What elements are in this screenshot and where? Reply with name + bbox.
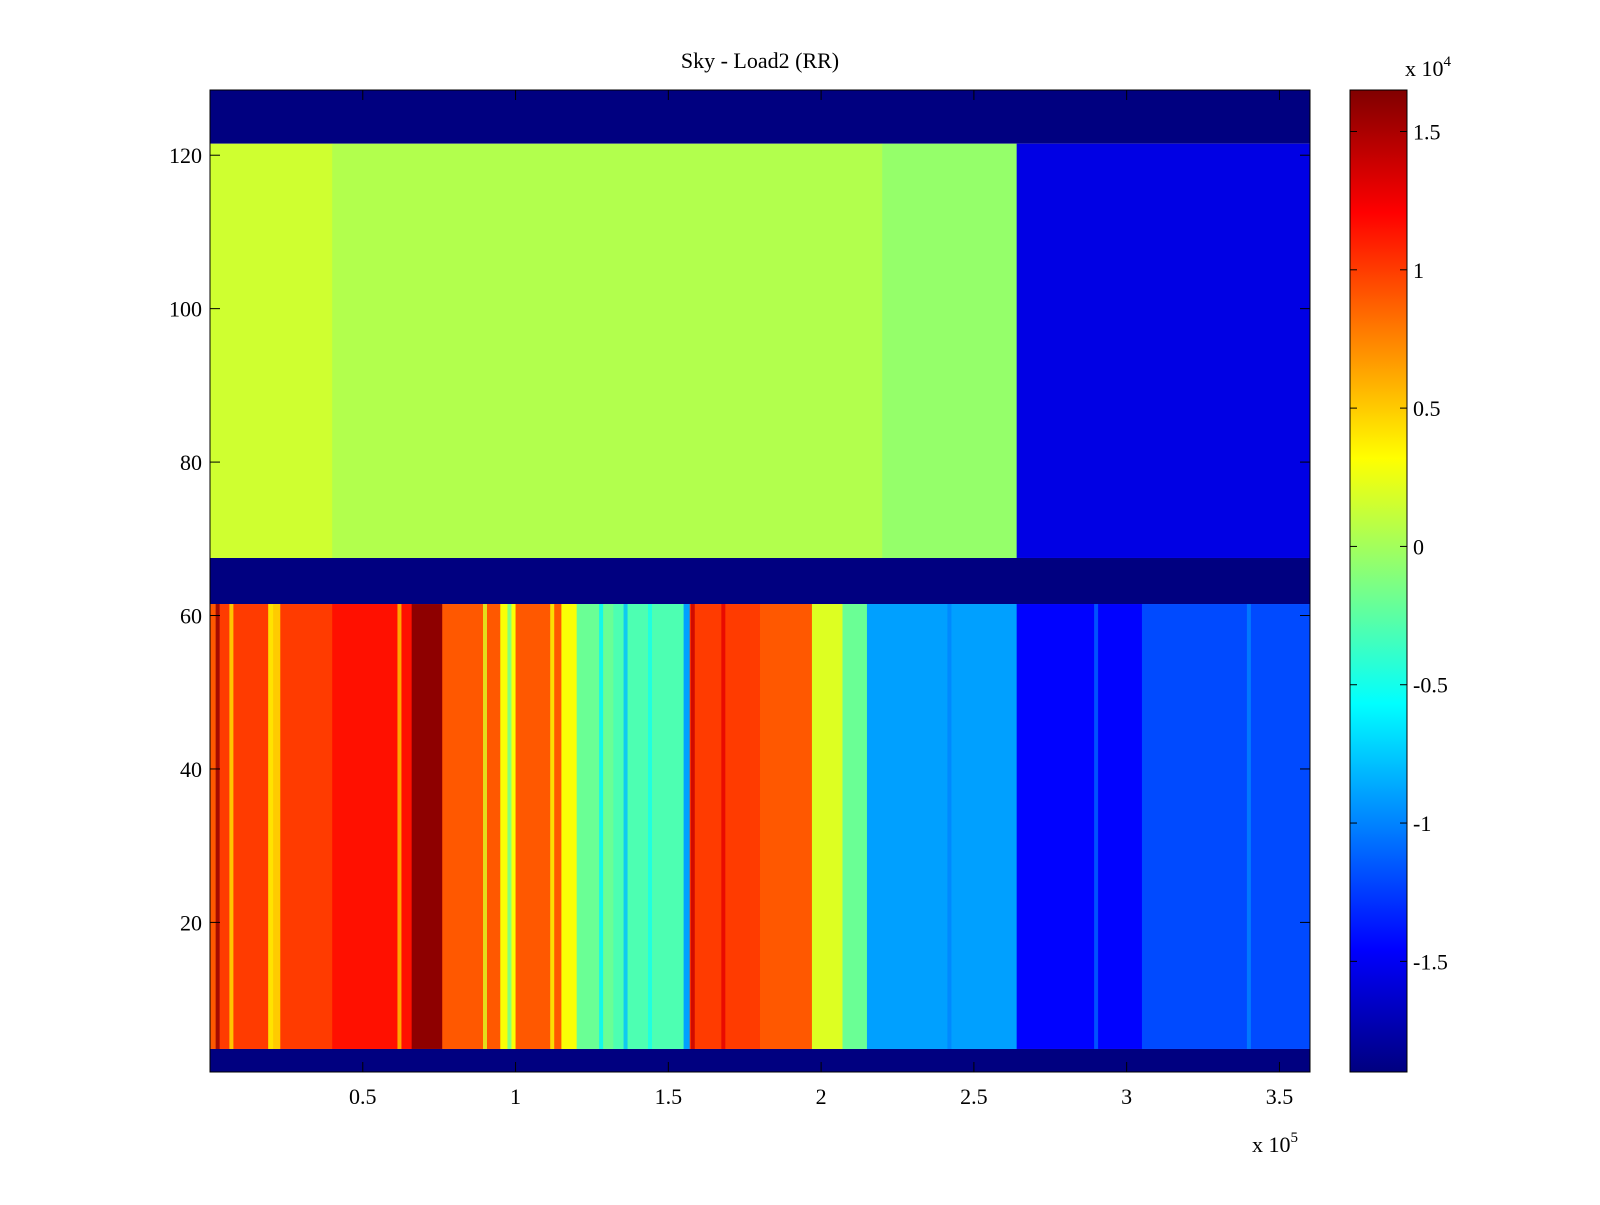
colorbar-tick-label: -1.5 — [1413, 949, 1448, 974]
y-axis-ticks: 20 40 60 80 100 120 — [169, 143, 1310, 935]
heatmap-stripe — [483, 604, 487, 1049]
heatmap-stripe — [623, 604, 628, 1049]
x-axis-ticks: 0.5 1 1.5 2 2.5 3 3.5 — [349, 90, 1293, 1109]
heatmap-cell — [280, 604, 333, 1049]
heatmap-cell — [561, 604, 578, 1049]
x-axis-multiplier: x 105 — [1252, 1130, 1298, 1157]
heatmap-stripe — [229, 604, 234, 1049]
heatmap-cell — [332, 143, 883, 558]
plot-area: 0.5 1 1.5 2 2.5 3 3.5 20 40 60 80 100 120 x 105 — [169, 89, 1311, 1157]
heatmap-stripe — [1094, 604, 1099, 1049]
y-tick-label: 40 — [180, 757, 202, 782]
heatmap-stripe — [397, 604, 402, 1049]
colorbar-multiplier-exponent: 4 — [1444, 54, 1452, 70]
colorbar-frame — [1349, 89, 1408, 1073]
heatmap-cell — [576, 604, 614, 1049]
heatmap-cells — [210, 90, 1310, 1072]
heatmap-stripe — [550, 604, 555, 1049]
x-tick-label: 0.5 — [349, 1084, 377, 1109]
heatmap-cell — [866, 604, 1018, 1049]
heatmap-cell — [683, 604, 691, 1049]
heatmap-stripe — [721, 604, 726, 1049]
heatmap-cell — [1141, 604, 1310, 1049]
colorbar-tick-label: -0.5 — [1413, 673, 1448, 698]
empty-row-band — [210, 1048, 1310, 1072]
empty-row-band — [210, 90, 1310, 144]
heatmap-stripe — [269, 604, 274, 1049]
x-tick-label: 1 — [510, 1084, 521, 1109]
heatmap-cell — [842, 604, 868, 1049]
heatmap-cell — [811, 604, 843, 1049]
heatmap-stripe — [215, 604, 220, 1049]
chart-title: Sky - Load2 (RR) — [681, 48, 839, 73]
heatmap-stripe — [947, 604, 952, 1049]
colorbar-ticks: 1.5 1 0.5 0 -0.5 -1 -1.5 — [1350, 119, 1448, 974]
heatmap-stripe — [1246, 604, 1251, 1049]
heatmap-cell — [411, 604, 443, 1049]
x-tick-label: 3.5 — [1266, 1084, 1294, 1109]
x-axis-multiplier-base: x 10 — [1252, 1132, 1291, 1157]
colorbar-tick-label: 0 — [1413, 534, 1424, 559]
heatmap-stripe — [648, 604, 652, 1049]
x-tick-label: 1.5 — [655, 1084, 683, 1109]
heatmap-cell — [515, 604, 562, 1049]
colorbar-tick-label: -1 — [1413, 811, 1431, 836]
heatmap-cell — [442, 604, 501, 1049]
colorbar-tick-label: 1 — [1413, 258, 1424, 283]
empty-row-band — [210, 557, 1310, 605]
x-tick-label: 2.5 — [960, 1084, 988, 1109]
colorbar-tick-label: 1.5 — [1413, 119, 1441, 144]
colorbar-multiplier: x 104 — [1405, 54, 1452, 81]
colorbar-fill — [1350, 90, 1407, 1072]
heatmap-stripe — [690, 604, 695, 1049]
colorbar: 1.5 1 0.5 0 -0.5 -1 -1.5 x 104 — [1349, 54, 1452, 1073]
colorbar-tick-label: 0.5 — [1413, 396, 1441, 421]
heatmap-cell — [882, 143, 1018, 558]
colorbar-multiplier-base: x 10 — [1405, 56, 1444, 81]
heatmap-cell — [1016, 143, 1310, 558]
heatmap-cell — [210, 604, 217, 1049]
x-tick-label: 3 — [1121, 1084, 1132, 1109]
heatmap-cell — [210, 143, 333, 558]
y-tick-label: 80 — [180, 450, 202, 475]
y-tick-label: 100 — [169, 297, 202, 322]
heatmap-cell — [1016, 604, 1143, 1049]
y-tick-label: 20 — [180, 910, 202, 935]
plot-frame — [209, 89, 1311, 1073]
y-tick-label: 60 — [180, 604, 202, 629]
heatmap-stripe — [507, 604, 512, 1049]
y-tick-label: 120 — [169, 143, 202, 168]
heatmap-cell — [760, 604, 813, 1049]
x-tick-label: 2 — [816, 1084, 827, 1109]
x-axis-multiplier-exponent: 5 — [1291, 1130, 1299, 1146]
heatmap-stripe — [599, 604, 604, 1049]
heatmap-cell — [216, 604, 269, 1049]
